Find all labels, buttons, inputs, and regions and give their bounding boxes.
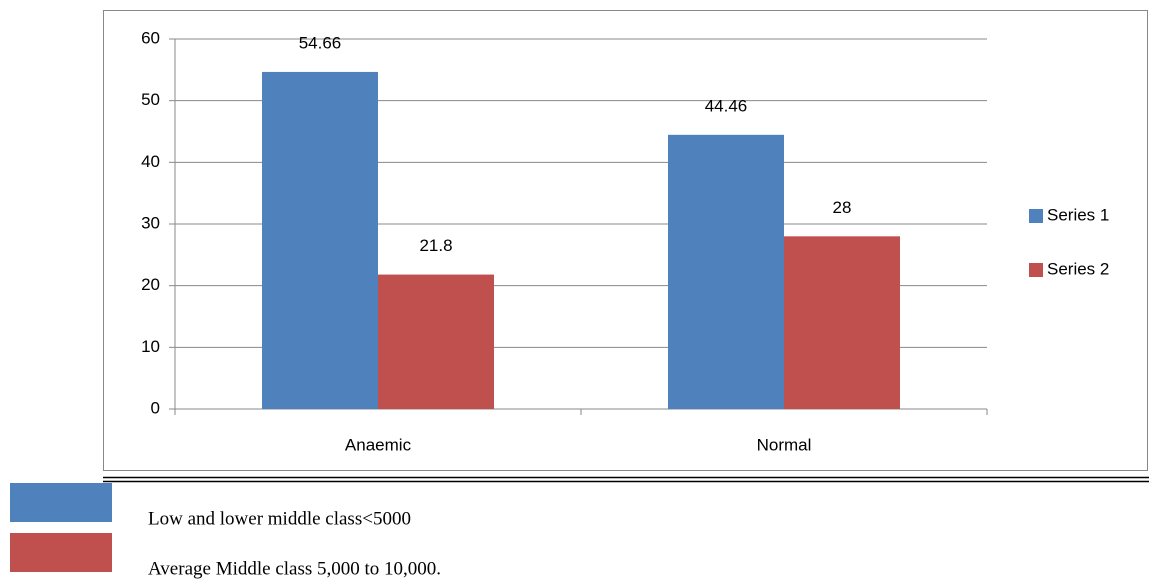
legend-label: Series 2 xyxy=(1047,259,1109,278)
legend-label: Series 1 xyxy=(1047,205,1109,224)
bar xyxy=(668,134,784,409)
key-label: Low and lower middle class<5000 xyxy=(148,508,411,529)
x-tick-label: Normal xyxy=(757,435,812,454)
key-label: Average Middle class 5,000 to 10,000. xyxy=(148,558,441,579)
x-tick-label: Anaemic xyxy=(345,435,412,454)
y-tick-label: 50 xyxy=(141,90,160,109)
chart-border xyxy=(103,10,1148,471)
y-tick-label: 60 xyxy=(141,28,160,47)
key: Low and lower middle class<5000 Average M… xyxy=(10,483,441,579)
legend-swatch xyxy=(1029,209,1043,223)
y-tick-label: 30 xyxy=(141,213,160,232)
y-tick-label: 10 xyxy=(141,337,160,356)
bar xyxy=(784,236,900,409)
key-swatch xyxy=(10,483,112,522)
bar xyxy=(262,71,378,410)
data-label: 21.8 xyxy=(419,236,452,255)
bar xyxy=(378,274,494,409)
y-tick-label: 20 xyxy=(141,275,160,294)
data-label: 44.46 xyxy=(705,96,748,115)
key-swatch xyxy=(10,533,112,572)
legend-swatch xyxy=(1029,263,1043,277)
y-tick-label: 40 xyxy=(141,152,160,171)
y-tick-label: 0 xyxy=(151,398,160,417)
data-label: 54.66 xyxy=(299,33,342,52)
data-label: 28 xyxy=(833,198,852,217)
